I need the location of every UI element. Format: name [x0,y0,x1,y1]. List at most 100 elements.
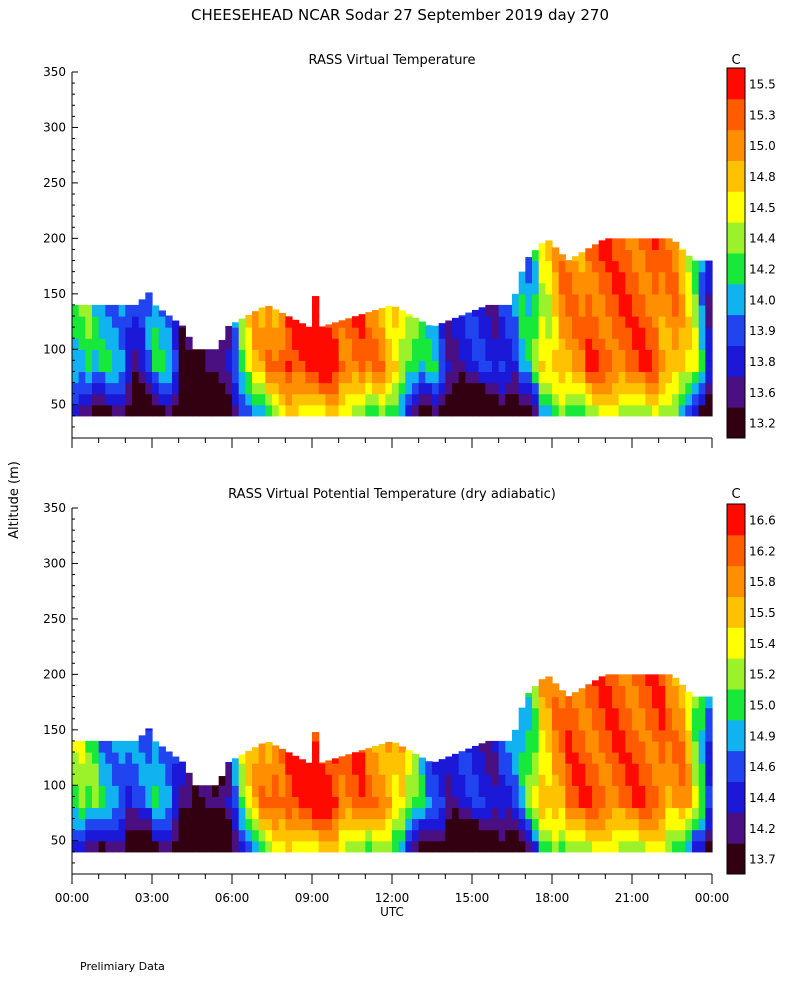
contour-cell [312,296,320,306]
contour-cell [365,371,373,384]
contour-cell [105,840,113,853]
contour-cell [125,785,133,797]
contour-cell [98,807,106,820]
contour-cell [398,840,406,853]
contour-cell [432,829,440,842]
contour-cell [632,829,640,842]
contour-cell [372,774,380,786]
contour-cell [98,740,106,753]
contour-cell [692,785,700,797]
contour-cell [278,382,286,395]
contour-cell [618,774,626,786]
contour-cell [538,829,546,842]
contour-cell [572,785,580,797]
contour-cell [485,807,493,820]
contour-cell [605,271,613,284]
contour-cell [145,740,153,753]
contour-cell [385,327,393,339]
contour-cell [398,818,406,831]
contour-cell [658,752,666,764]
contour-cell [685,829,693,842]
contour-cell [485,349,493,361]
contour-cell [605,371,613,384]
contour-cell [645,807,653,820]
contour-cell [478,307,486,317]
contour-cell [658,316,666,328]
contour-cell [152,840,160,853]
contour-cell [632,763,640,775]
contour-cell [425,829,433,842]
contour-cell [672,807,680,820]
contour-cell [578,252,586,262]
contour-cell [178,338,186,350]
contour-cell [192,807,200,820]
contour-cell [678,304,686,317]
contour-cell [332,829,340,842]
contour-cell [225,327,233,339]
contour-cell [692,752,700,764]
contour-cell [178,327,186,339]
contour-cell [332,382,340,395]
contour-cell [305,840,313,853]
contour-cell [652,685,660,698]
contour-cell [598,685,606,698]
contour-cell [98,796,106,809]
contour-cell [505,818,513,831]
contour-cell [532,360,540,373]
contour-cell [405,360,413,373]
contour-cell [158,796,166,809]
contour-cell [698,807,706,820]
contour-cell [405,314,413,317]
contour-cell [112,796,120,809]
colorbar-label: 13.2 [749,417,776,431]
contour-cell [658,371,666,384]
contour-cell [125,327,133,339]
contour-cell [318,840,326,853]
contour-cell [372,785,380,797]
contour-cell [525,382,533,395]
contour-cell [525,707,533,720]
contour-cell [85,807,93,820]
contour-cell [678,829,686,842]
contour-cell [198,360,206,373]
contour-cell [465,327,473,339]
contour-cell [705,763,713,775]
contour-cell [485,752,493,764]
contour-cell [298,840,306,853]
contour-cell [265,360,273,373]
contour-cell [372,349,380,361]
contour-cell [365,338,373,350]
contour-cell [592,282,600,295]
contour-cell [265,393,273,406]
contour-cell [372,338,380,350]
contour-cell [152,371,160,384]
contour-cell [85,349,93,361]
contour-cell [658,707,666,720]
contour-cell [205,829,213,842]
contour-cell [592,818,600,831]
contour-cell [265,752,273,764]
contour-cell [78,371,86,384]
contour-cell [152,338,160,350]
contour-cell [545,371,553,384]
contour-cell [78,349,86,361]
contour-cell [145,360,153,373]
contour-cell [105,818,113,831]
panel-virtual-temperature: RASS Virtual Temperature 501001502002503… [43,53,776,448]
contour-cell [705,393,713,406]
contour-cell [592,829,600,842]
contour-cell [505,829,513,842]
contour-cell [538,774,546,786]
contour-cell [618,829,626,842]
contour-cell [625,327,633,339]
contour-cell [225,840,233,853]
contour-cell [665,404,673,417]
contour-cell [365,404,373,417]
contour-cell [378,338,386,350]
contour-cell [458,393,466,406]
contour-cell [652,740,660,753]
contour-cell [265,305,273,317]
contour-cell [598,818,606,831]
contour-cell [652,840,660,853]
contour-cell [78,774,86,786]
